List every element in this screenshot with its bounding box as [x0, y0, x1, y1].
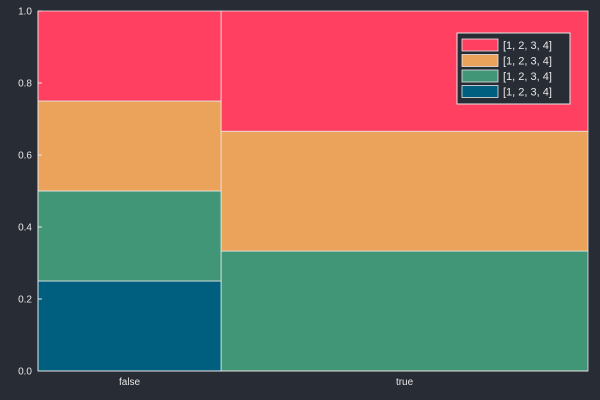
legend-label-series-1: [1, 2, 3, 4]: [503, 87, 552, 99]
axes-layer: false true 0.0 0.2 0.4 0.6 0.8 1.0: [18, 7, 588, 388]
legend-swatch-series-3: [461, 54, 499, 67]
bar-segment-false-series-1: [37, 280, 222, 372]
bar-segment-false-series-3: [37, 100, 222, 192]
y-tick-label: 0.4: [18, 223, 32, 234]
x-tick-label-false: false: [119, 377, 141, 388]
bars-layer: [37, 10, 589, 372]
bar-segment-false-series-4: [37, 10, 222, 102]
legend-label-series-2: [1, 2, 3, 4]: [503, 71, 552, 83]
y-tick-label: 0.2: [18, 295, 32, 306]
legend-label-series-4: [1, 2, 3, 4]: [503, 40, 552, 52]
bar-segment-true-series-3: [220, 130, 589, 252]
bar-segment-true-series-2: [220, 250, 589, 372]
y-tick-label: 0.8: [18, 79, 32, 90]
x-tick-label-true: true: [396, 377, 414, 388]
legend-label-series-3: [1, 2, 3, 4]: [503, 56, 552, 68]
y-tick-label: 1.0: [18, 7, 32, 18]
y-tick-label: 0.0: [18, 367, 32, 378]
y-tick-label: 0.6: [18, 151, 32, 162]
legend-swatch-series-2: [461, 69, 499, 83]
legend-swatch-series-4: [461, 38, 499, 52]
legend: [1, 2, 3, 4] [1, 2, 3, 4] [1, 2, 3, 4] [1, …: [456, 32, 571, 105]
bar-segment-false-series-2: [37, 190, 222, 282]
legend-swatch-series-1: [461, 85, 499, 98]
